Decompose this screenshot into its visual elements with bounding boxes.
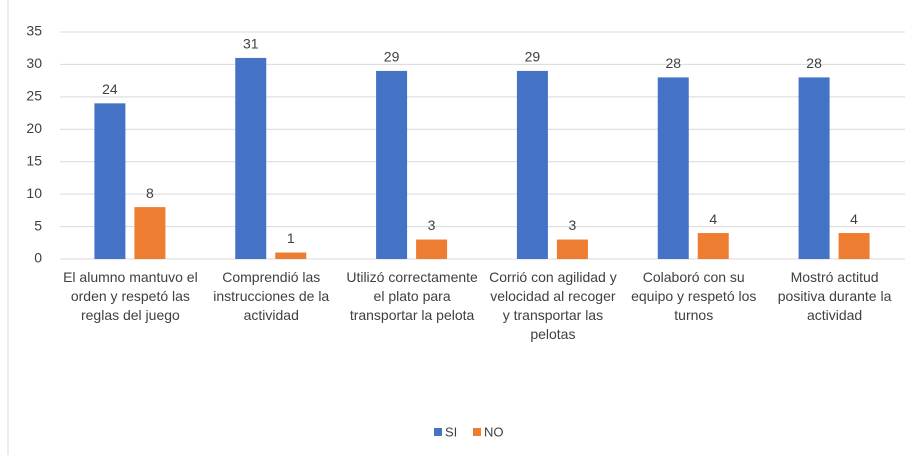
bar — [556, 239, 588, 259]
y-tick-label: 15 — [26, 152, 42, 168]
bar — [235, 57, 267, 259]
y-tick-label: 25 — [26, 88, 42, 104]
data-label: 4 — [850, 211, 858, 227]
bar — [798, 77, 830, 260]
data-label: 4 — [709, 211, 717, 227]
data-label: 8 — [146, 185, 154, 201]
legend-label: NO — [484, 424, 504, 439]
bar — [657, 77, 689, 260]
bar — [416, 239, 448, 259]
x-tick-label: Utilizó correctamente el plato para tran… — [346, 269, 478, 323]
y-tick-label: 5 — [34, 217, 42, 233]
bar — [376, 70, 408, 260]
data-label: 29 — [525, 49, 541, 65]
bar — [838, 233, 870, 259]
data-label: 24 — [102, 81, 118, 97]
data-label: 3 — [428, 217, 436, 233]
bar — [516, 70, 548, 260]
data-label: 31 — [243, 36, 259, 52]
bar — [697, 233, 729, 259]
x-tick-label: Corrió con agilidad y velocidad al recog… — [489, 269, 617, 342]
data-label: 28 — [806, 55, 822, 71]
x-tick-label: El alumno mantuvo el orden y respetó las… — [63, 269, 198, 323]
y-tick-label: 35 — [26, 23, 42, 39]
y-tick-label: 30 — [26, 55, 42, 71]
x-tick-label: Colaboró con su equipo y respetó los tur… — [631, 269, 757, 323]
y-tick-label: 0 — [34, 250, 42, 266]
data-label: 29 — [384, 49, 400, 65]
legend-label: SI — [445, 424, 457, 439]
data-label: 28 — [665, 55, 681, 71]
y-tick-label: 20 — [26, 120, 42, 136]
bar — [94, 103, 126, 259]
bar — [275, 252, 307, 259]
legend-swatch — [434, 428, 442, 436]
x-tick-label: Mostró actitud positiva durante la activ… — [777, 269, 892, 323]
x-tick-label: Comprendió las instrucciones de la activ… — [213, 269, 330, 323]
y-tick-label: 10 — [26, 185, 42, 201]
bar — [134, 207, 166, 259]
data-label: 3 — [569, 217, 577, 233]
data-label: 1 — [287, 230, 295, 246]
legend-swatch — [473, 428, 481, 436]
